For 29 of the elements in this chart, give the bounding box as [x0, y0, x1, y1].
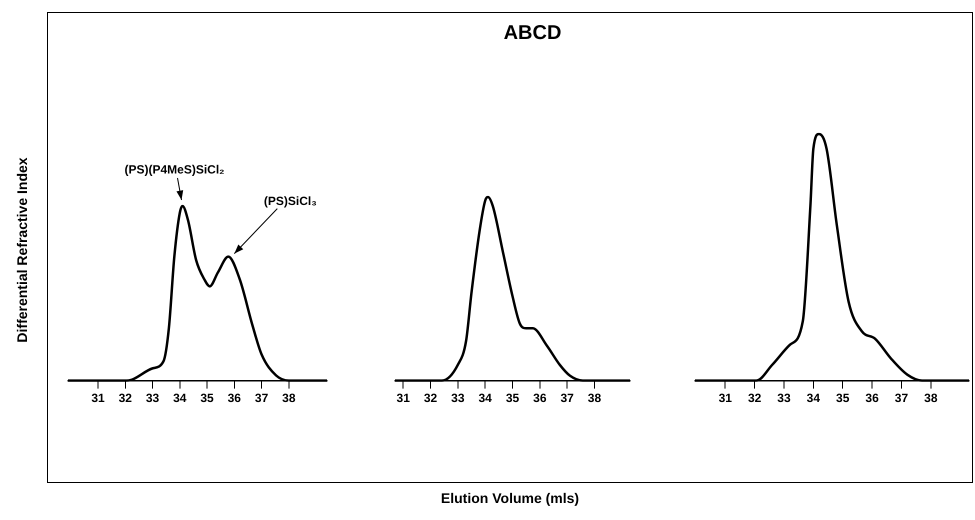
- x-tick-label: 33: [777, 391, 791, 406]
- chart-title: ABCD: [502, 22, 562, 45]
- x-tick-label: 34: [173, 391, 187, 406]
- x-tick-label: 32: [118, 391, 132, 406]
- x-axis-title: Elution Volume (mls): [440, 490, 580, 506]
- x-tick-label: 37: [894, 391, 908, 406]
- x-tick-label: 36: [865, 391, 880, 406]
- x-tick-label: 35: [200, 391, 214, 406]
- x-tick-label: 36: [228, 391, 242, 406]
- x-tick-label: 38: [282, 391, 296, 406]
- x-tick-label: 31: [718, 391, 732, 406]
- x-tick-label: 35: [836, 391, 850, 406]
- x-tick-label: 34: [478, 391, 492, 406]
- x-tick-label: 32: [424, 391, 438, 406]
- x-tick-label: 34: [806, 391, 820, 406]
- x-tick-label: 33: [146, 391, 160, 406]
- x-tick-label: 38: [924, 391, 938, 406]
- x-tick-label: 37: [560, 391, 574, 406]
- x-tick-label: 31: [396, 391, 410, 406]
- x-tick-label: 35: [506, 391, 520, 406]
- annotation: (PS)(P4MeS)SiCl₂: [124, 162, 225, 176]
- x-tick-label: 37: [254, 391, 269, 406]
- x-tick-label: 31: [91, 391, 105, 406]
- x-tick-label: 32: [748, 391, 762, 406]
- x-tick-label: 38: [588, 391, 602, 406]
- x-tick-label: 36: [533, 391, 547, 406]
- x-tick-label: 33: [451, 391, 465, 406]
- annotation: (PS)SiCl₃: [264, 194, 317, 208]
- y-axis-title: Differential Refractive Index: [14, 157, 30, 343]
